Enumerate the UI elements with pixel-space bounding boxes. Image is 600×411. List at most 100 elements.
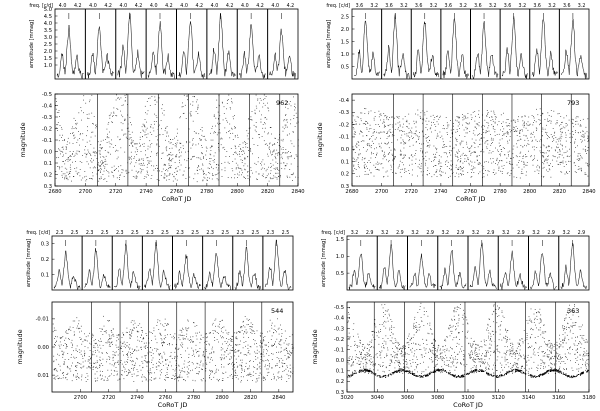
freq-tick-label: 2.3 [236, 230, 244, 236]
data-point [185, 118, 187, 119]
data-point [463, 309, 464, 311]
data-point [501, 310, 503, 312]
data-point [503, 352, 505, 354]
data-point [246, 143, 248, 144]
data-point [97, 169, 99, 171]
data-point [486, 146, 488, 148]
data-point [166, 135, 167, 137]
spectrum-curve [501, 15, 528, 79]
data-point [544, 161, 545, 162]
data-point [424, 112, 426, 114]
data-point [135, 143, 137, 145]
data-point [553, 139, 555, 141]
data-point [555, 371, 557, 372]
data-point [219, 379, 220, 380]
data-point [104, 166, 106, 168]
data-point [188, 327, 190, 329]
data-point [441, 135, 443, 137]
data-point [441, 366, 443, 368]
data-point [263, 140, 265, 142]
data-point [542, 128, 544, 130]
data-point [472, 169, 473, 171]
data-point [230, 340, 232, 342]
data-point [275, 173, 277, 174]
data-point [103, 165, 104, 167]
data-point [586, 131, 588, 133]
data-point [128, 138, 130, 140]
data-point [164, 342, 165, 343]
data-point [582, 118, 584, 120]
data-point [243, 336, 245, 338]
data-point [456, 141, 458, 142]
data-point [583, 134, 585, 136]
data-point [209, 369, 210, 371]
data-point [221, 169, 223, 171]
data-point [115, 367, 117, 368]
data-point [352, 157, 354, 159]
data-point [257, 98, 259, 100]
data-point [421, 371, 423, 373]
data-point [359, 342, 361, 343]
data-point [584, 139, 586, 141]
data-point [532, 164, 534, 166]
data-point [462, 140, 464, 142]
data-point [386, 116, 388, 118]
data-point [585, 126, 587, 128]
data-point [188, 340, 190, 341]
data-point [271, 322, 273, 324]
data-point [178, 149, 180, 150]
data-point [240, 376, 242, 378]
data-point [166, 146, 168, 148]
data-point [423, 119, 425, 121]
data-point [373, 175, 375, 177]
data-point [239, 171, 240, 173]
data-point [126, 127, 128, 129]
light-curve-points [52, 315, 294, 383]
data-point [129, 329, 131, 331]
data-point [108, 339, 109, 341]
data-point [393, 343, 395, 344]
data-point [560, 134, 562, 136]
data-point [227, 377, 229, 378]
data-point [154, 372, 155, 374]
data-point [182, 343, 184, 345]
data-point [499, 139, 501, 141]
data-point [234, 152, 236, 153]
data-point [57, 124, 59, 126]
y-tick-label: 0.3 [341, 184, 349, 190]
data-point [106, 128, 108, 130]
data-point [456, 155, 458, 157]
data-point [254, 351, 255, 353]
data-point [415, 141, 417, 143]
data-point [435, 153, 436, 155]
data-point [106, 361, 107, 363]
data-point [547, 156, 548, 157]
data-point [577, 116, 579, 118]
data-point [56, 127, 58, 129]
freq-tick-label: 3.2 [578, 3, 586, 9]
data-point [546, 124, 547, 126]
data-point [64, 140, 65, 141]
data-point [252, 380, 253, 381]
data-point [117, 354, 119, 356]
data-point [63, 161, 64, 162]
data-point [98, 340, 99, 342]
data-point [94, 350, 96, 351]
data-point [199, 138, 201, 139]
data-point [503, 134, 505, 136]
data-point [225, 371, 227, 373]
data-point [464, 155, 465, 156]
data-point [476, 155, 478, 157]
data-point [485, 344, 487, 346]
data-point [492, 138, 494, 140]
data-point [366, 143, 368, 145]
data-point [479, 162, 481, 164]
data-point [400, 155, 402, 156]
data-point [108, 345, 110, 347]
data-point [506, 132, 508, 134]
data-point [394, 156, 396, 158]
data-point [203, 157, 204, 159]
data-point [538, 166, 540, 168]
data-point [455, 119, 456, 121]
data-point [175, 167, 177, 169]
